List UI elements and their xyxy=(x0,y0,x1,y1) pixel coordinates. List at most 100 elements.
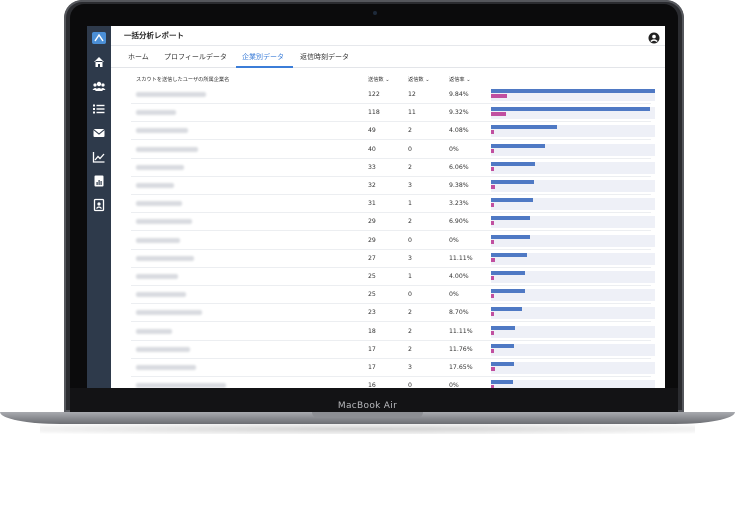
laptop-notch xyxy=(312,412,423,418)
laptop-bottom-bezel xyxy=(70,388,678,412)
profile-card-icon[interactable] xyxy=(92,198,106,212)
home-icon[interactable] xyxy=(92,55,106,69)
reply-bar xyxy=(491,312,494,317)
users-icon[interactable] xyxy=(92,79,106,93)
cell-replies: 3 xyxy=(408,364,412,371)
report-icon[interactable] xyxy=(92,174,106,188)
tab-bar: ホーム プロフィールデータ 企業別データ 返信時刻データ xyxy=(111,46,665,68)
table-row[interactable]: 29 2 6.90% xyxy=(131,212,655,232)
company-name-redacted xyxy=(136,310,202,316)
bar-track xyxy=(491,307,655,320)
table-row[interactable]: 29 0 0% xyxy=(131,231,655,250)
sent-bar xyxy=(491,252,528,257)
cell-rate: 4.00% xyxy=(449,273,469,280)
table-row[interactable]: 17 3 17.65% xyxy=(131,358,655,377)
table-row[interactable]: 16 0 0% xyxy=(131,376,655,388)
table-row[interactable]: 23 2 8.70% xyxy=(131,303,655,323)
table-row[interactable]: 25 1 4.00% xyxy=(131,267,655,286)
column-header-sent[interactable]: 送信数 ⌄ xyxy=(368,77,390,83)
table-row[interactable]: 49 2 4.08% xyxy=(131,121,655,141)
cell-rate: 0% xyxy=(449,236,459,244)
sent-bar xyxy=(491,325,516,330)
sent-bar xyxy=(491,198,533,203)
bar-track xyxy=(491,380,655,388)
line-chart-icon[interactable] xyxy=(92,150,106,164)
company-name-redacted xyxy=(136,92,206,97)
app-screen: 一括分析レポート ホーム プロフィールデータ 企業別データ 返信時刻データ スカ… xyxy=(87,26,665,388)
user-account-icon[interactable] xyxy=(648,29,660,44)
tab-reply-time-data[interactable]: 返信時刻データ xyxy=(300,53,349,61)
sent-bar xyxy=(491,362,514,366)
table-row[interactable]: 40 0 0% xyxy=(131,140,655,159)
cell-replies: 0 xyxy=(408,291,412,299)
table-row[interactable]: 33 2 6.06% xyxy=(131,158,655,177)
mail-icon[interactable] xyxy=(92,126,106,140)
sent-bar xyxy=(491,143,545,148)
cell-replies: 11 xyxy=(408,109,416,117)
cell-sent: 27 xyxy=(368,254,376,262)
tab-profile-data[interactable]: プロフィールデータ xyxy=(164,53,227,61)
cell-rate: 3.23% xyxy=(449,200,469,208)
tab-home[interactable]: ホーム xyxy=(128,53,149,61)
cell-sent: 17 xyxy=(368,345,376,353)
company-name-redacted xyxy=(136,383,226,388)
reply-bar xyxy=(491,185,496,189)
column-header-rate[interactable]: 返信率 ⌄ xyxy=(449,77,471,83)
sent-bar xyxy=(491,289,525,294)
sent-bar xyxy=(491,271,525,275)
bar-track xyxy=(491,271,655,283)
sent-bar xyxy=(491,107,650,112)
bar-track xyxy=(491,234,655,247)
cell-replies: 2 xyxy=(408,218,412,226)
cell-sent: 25 xyxy=(368,273,376,280)
column-header-replies[interactable]: 返信数 ⌄ xyxy=(408,77,430,83)
cell-sent: 40 xyxy=(368,145,376,153)
sent-bar xyxy=(491,161,536,166)
camera xyxy=(373,11,377,15)
cell-rate: 11.11% xyxy=(449,327,473,335)
cell-sent: 16 xyxy=(368,382,376,388)
cell-sent: 17 xyxy=(368,364,376,371)
bar-track xyxy=(491,362,655,374)
cell-replies: 1 xyxy=(408,273,412,280)
table-row[interactable]: 31 1 3.23% xyxy=(131,194,655,214)
table-row[interactable]: 122 12 9.84% xyxy=(131,85,655,104)
company-name-redacted xyxy=(136,110,176,116)
cell-replies: 0 xyxy=(408,382,412,388)
company-name-redacted xyxy=(136,128,188,134)
cell-rate: 8.70% xyxy=(449,309,469,317)
cell-rate: 9.84% xyxy=(449,91,469,98)
reply-bar xyxy=(491,203,494,208)
company-name-redacted xyxy=(136,164,184,170)
cell-replies: 3 xyxy=(408,182,412,189)
reply-bar xyxy=(491,94,508,98)
cell-sent: 31 xyxy=(368,200,376,208)
table-row[interactable]: 25 0 0% xyxy=(131,285,655,305)
cell-replies: 1 xyxy=(408,200,412,208)
reply-bar xyxy=(491,112,506,117)
sent-bar xyxy=(491,216,530,221)
tab-company-data[interactable]: 企業別データ xyxy=(242,53,284,61)
cell-sent: 122 xyxy=(368,91,380,98)
app-title: 一括分析レポート xyxy=(124,31,184,40)
laptop-shadow xyxy=(40,424,695,434)
bar-track xyxy=(491,343,655,356)
cell-sent: 33 xyxy=(368,163,376,171)
table-row[interactable]: 27 3 11.11% xyxy=(131,249,655,268)
cell-sent: 32 xyxy=(368,182,376,189)
reply-bar xyxy=(491,148,494,153)
logo-icon[interactable] xyxy=(92,32,106,44)
sent-bar xyxy=(491,234,530,239)
device-label: MacBook Air xyxy=(337,401,398,411)
sent-bar xyxy=(491,89,655,93)
column-header-company[interactable]: スカウトを送信したユーザの所属企業名 xyxy=(136,77,230,83)
cell-sent: 23 xyxy=(368,309,376,317)
cell-rate: 0% xyxy=(449,291,459,299)
table-row[interactable]: 17 2 11.76% xyxy=(131,340,655,359)
cell-replies: 3 xyxy=(408,254,412,262)
cell-replies: 2 xyxy=(408,127,412,135)
table-row[interactable]: 32 3 9.38% xyxy=(131,176,655,195)
table-row[interactable]: 118 11 9.32% xyxy=(131,103,655,123)
table-row[interactable]: 18 2 11.11% xyxy=(131,322,655,341)
list-icon[interactable] xyxy=(92,102,106,116)
